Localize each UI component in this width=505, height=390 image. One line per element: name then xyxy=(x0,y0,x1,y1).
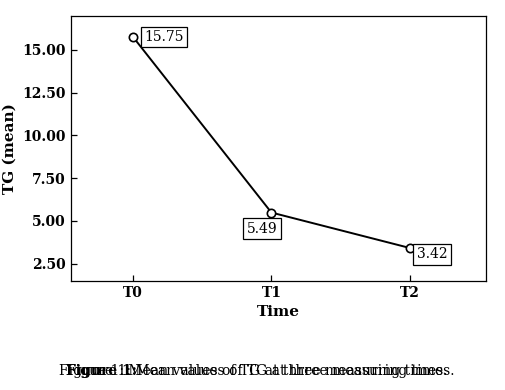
Text: Figure 1: Mean values of TG at three measuring times.: Figure 1: Mean values of TG at three mea… xyxy=(59,363,446,378)
Y-axis label: TG (mean): TG (mean) xyxy=(3,103,17,194)
X-axis label: Time: Time xyxy=(257,305,299,319)
Text: 15.75: 15.75 xyxy=(144,30,183,44)
Text: 5.49: 5.49 xyxy=(246,222,277,236)
Text: 3.42: 3.42 xyxy=(416,247,446,261)
Text: Figure 1:: Figure 1: xyxy=(66,363,136,378)
Text: Figure 1: Mean values of TG at three measuring times.: Figure 1: Mean values of TG at three mea… xyxy=(66,363,453,378)
